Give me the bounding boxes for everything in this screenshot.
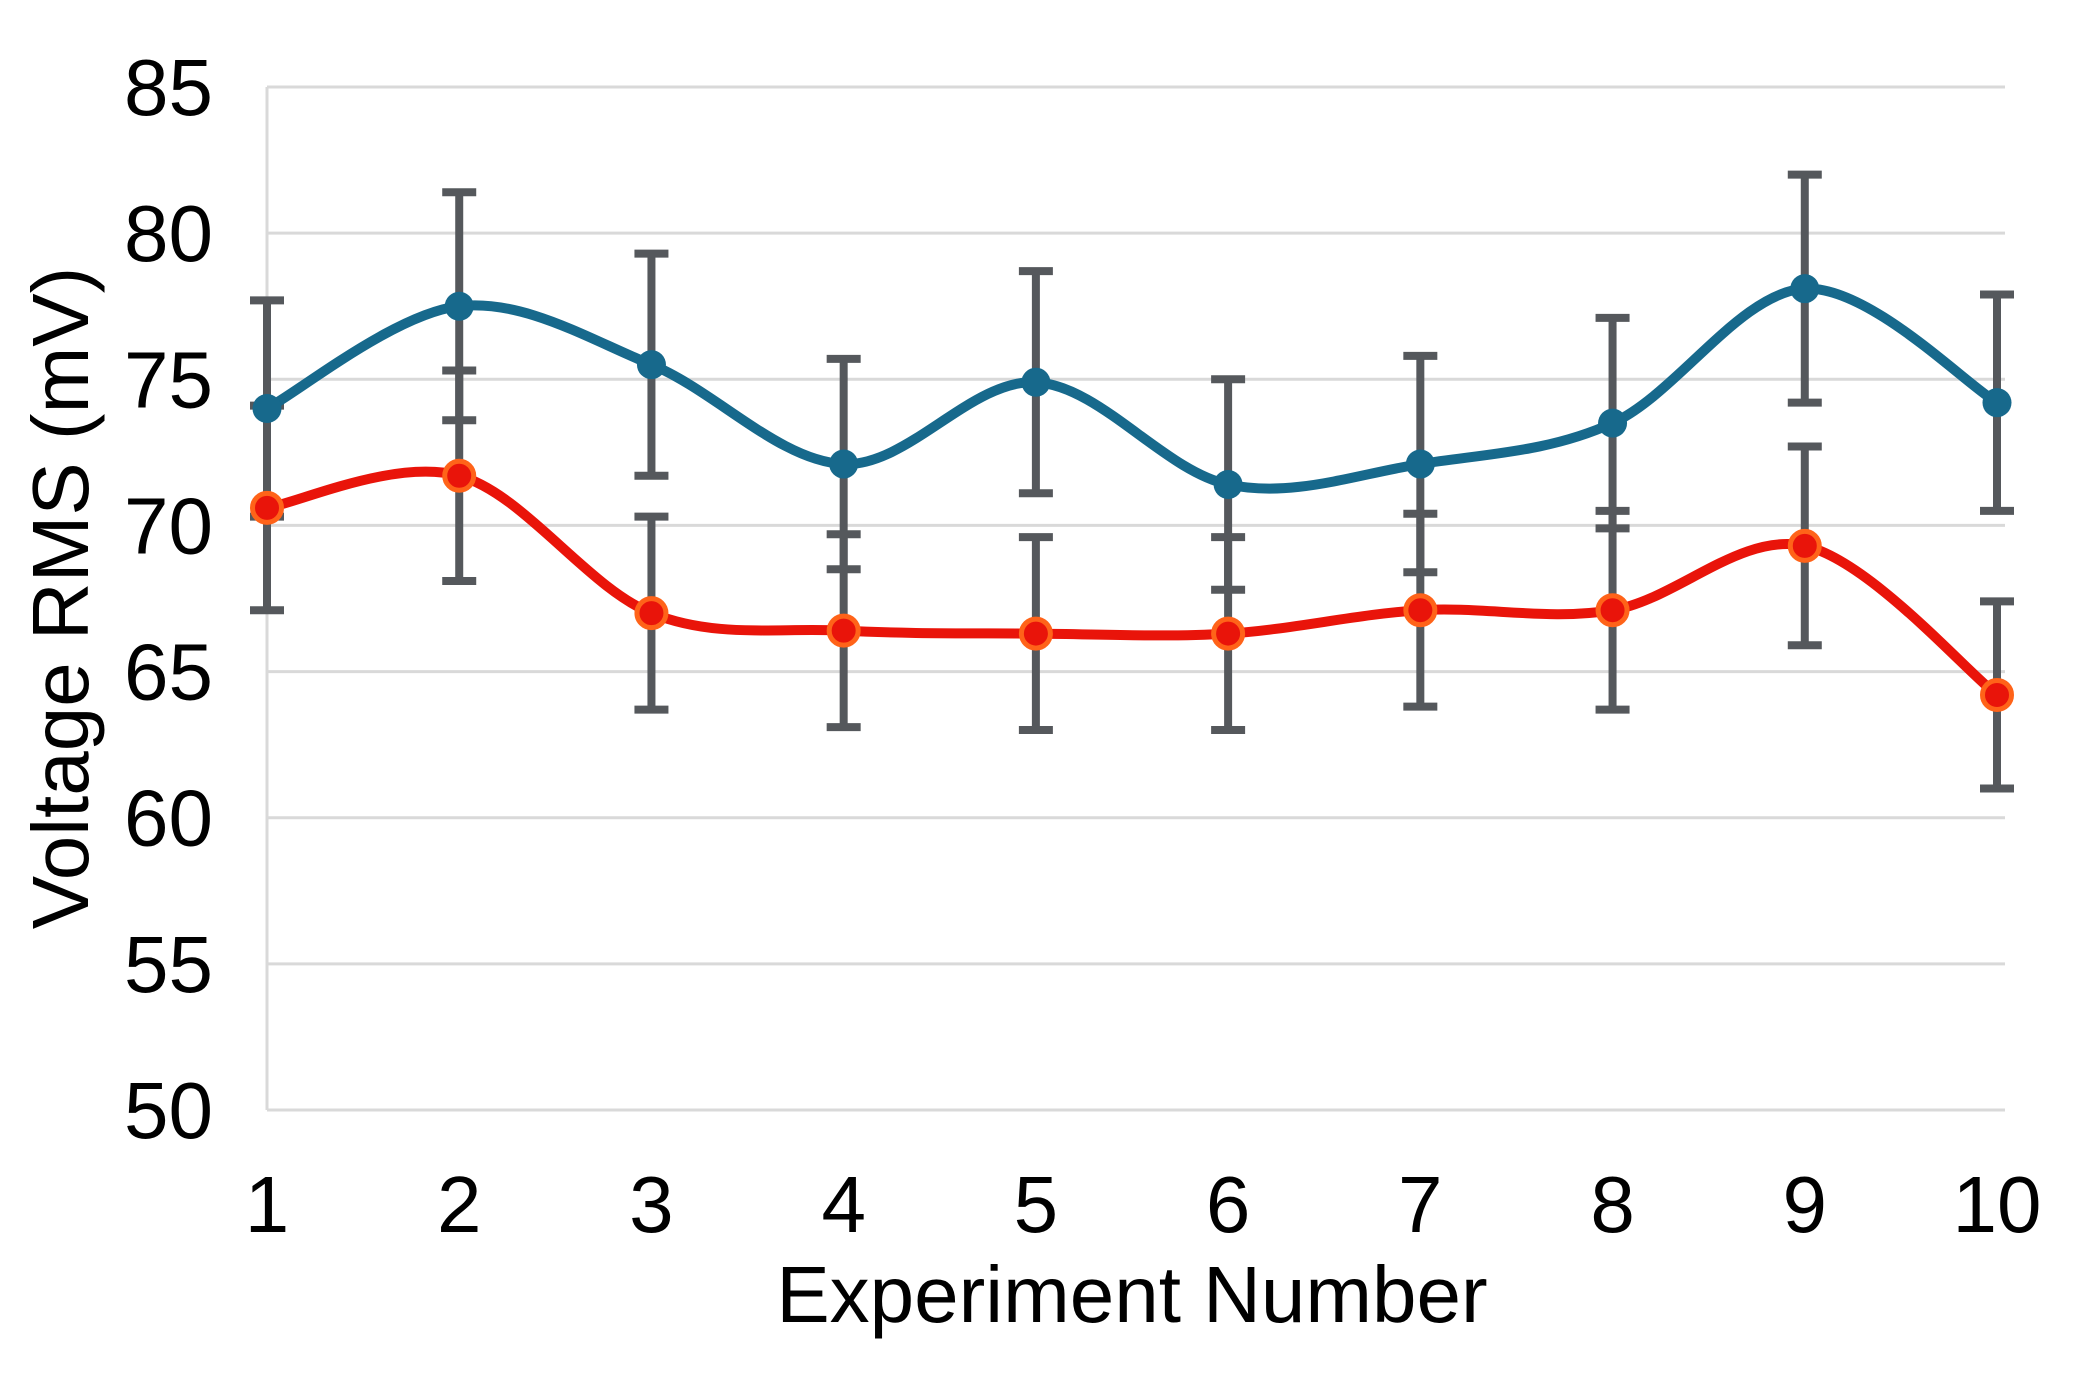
x-tick-1: 1 <box>245 1160 290 1249</box>
red-series-marker-10 <box>1980 677 2014 712</box>
series-lines <box>262 283 2002 700</box>
y-tick-75: 75 <box>124 335 213 424</box>
red-series-marker-6 <box>1211 616 1246 651</box>
series-markers <box>250 274 2014 712</box>
x-tick-3: 3 <box>629 1160 674 1249</box>
blue-series-marker-7 <box>1405 449 1435 479</box>
blue-series-marker-1 <box>252 394 282 424</box>
red-series-marker-8 <box>1595 593 1630 628</box>
blue-series-marker-6 <box>1213 470 1243 500</box>
red-series-marker-7 <box>1403 593 1438 628</box>
x-tick-4: 4 <box>821 1160 866 1249</box>
y-tick-80: 80 <box>124 189 213 278</box>
red-series-marker-9 <box>1787 528 1822 563</box>
error-bars <box>250 170 2014 793</box>
blue-series-marker-3 <box>636 350 666 380</box>
red-series-marker-4 <box>826 613 861 648</box>
blue-series-markers <box>252 274 2012 500</box>
blue-series-marker-8 <box>1598 408 1628 438</box>
x-tick-7: 7 <box>1398 1160 1443 1249</box>
red-series-marker-1 <box>250 490 284 525</box>
y-axis-tick-labels: 50 55 60 65 70 75 80 85 <box>124 43 213 1155</box>
blue-series-line <box>262 283 2002 494</box>
red-series-marker-2 <box>442 458 477 493</box>
x-tick-5: 5 <box>1014 1160 1059 1249</box>
x-tick-2: 2 <box>437 1160 482 1249</box>
x-axis-tick-labels: 1 2 3 4 5 6 7 8 9 10 <box>245 1160 2042 1249</box>
blue-series-marker-9 <box>1790 274 1820 304</box>
x-axis-title: Experiment Number <box>776 1250 1487 1339</box>
x-tick-10: 10 <box>1953 1160 2042 1249</box>
blue-series-error-bars <box>250 170 2014 594</box>
y-tick-70: 70 <box>124 481 213 570</box>
red-series-line <box>262 466 2002 700</box>
blue-series-marker-5 <box>1021 367 1051 397</box>
blue-series-marker-2 <box>444 291 474 321</box>
red-series-marker-3 <box>634 596 669 631</box>
blue-series-marker-4 <box>829 449 859 479</box>
blue-series-marker-10 <box>1982 388 2012 418</box>
y-tick-50: 50 <box>124 1066 213 1155</box>
x-tick-6: 6 <box>1206 1160 1251 1249</box>
y-tick-55: 55 <box>124 920 213 1009</box>
y-tick-65: 65 <box>124 628 213 717</box>
x-tick-8: 8 <box>1590 1160 1635 1249</box>
red-series-markers <box>250 458 2014 712</box>
y-tick-85: 85 <box>124 43 213 132</box>
y-tick-60: 60 <box>124 774 213 863</box>
x-tick-9: 9 <box>1783 1160 1828 1249</box>
red-series-marker-5 <box>1018 616 1053 651</box>
gridlines <box>265 85 2005 1112</box>
y-axis-title: Voltage RMS (mV) <box>16 267 105 929</box>
